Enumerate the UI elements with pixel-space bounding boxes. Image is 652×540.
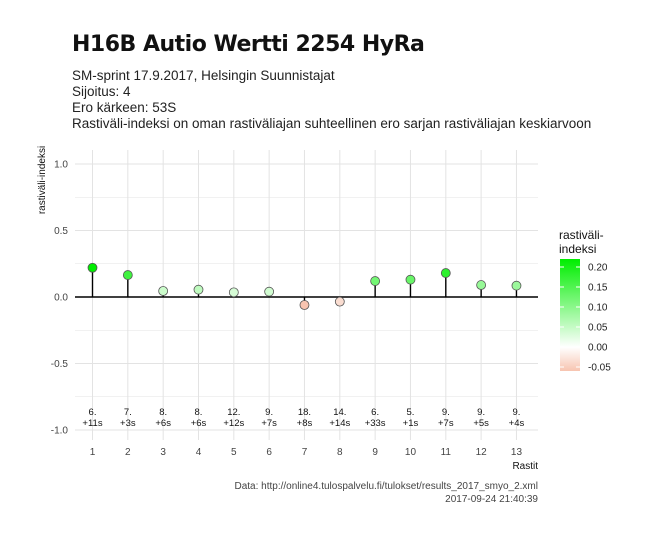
point-rasti-11 <box>440 268 451 278</box>
diff-label: +12s <box>223 418 244 429</box>
legend-tick-label: -0.05 <box>588 363 611 374</box>
rank-label: 18. <box>298 407 311 418</box>
x-tick-label: 8 <box>337 447 343 458</box>
x-tick-label: 10 <box>405 447 417 458</box>
rank-label: 9. <box>512 407 520 418</box>
chart-title: H16B Autio Wertti 2254 HyRa <box>72 32 425 57</box>
rank-label: 12. <box>227 407 240 418</box>
subtitle-placing: Sijoitus: 4 <box>72 84 131 99</box>
rank-label: 8. <box>195 407 203 418</box>
legend-tick-label: 0.20 <box>588 263 608 274</box>
x-tick-label: 4 <box>196 447 202 458</box>
point-rasti-2 <box>122 270 133 280</box>
y-axis-title: rastiväli-indeksi <box>37 146 48 214</box>
legend-tick-label: 0.15 <box>588 283 608 294</box>
x-tick-label: 2 <box>125 447 131 458</box>
rank-label: 6. <box>371 407 379 418</box>
rank-label: 9. <box>442 407 450 418</box>
rank-label: 9. <box>265 407 273 418</box>
point-rasti-12 <box>476 280 487 290</box>
rank-label: 6. <box>89 407 97 418</box>
point-rasti-9 <box>370 276 381 286</box>
subtitle-description: Rastiväli-indeksi on oman rastiväliajan … <box>72 116 592 131</box>
diff-label: +6s <box>191 418 207 429</box>
grid-lines <box>75 150 538 440</box>
diff-label: +8s <box>297 418 313 429</box>
subtitle-event: SM-sprint 17.9.2017, Helsingin Suunnista… <box>72 68 335 83</box>
rank-label: 14. <box>333 407 346 418</box>
x-tick-label: 1 <box>90 447 96 458</box>
legend-tick-label: 0.05 <box>588 323 608 334</box>
x-tick-label: 6 <box>266 447 272 458</box>
diff-label: +3s <box>120 418 136 429</box>
diff-label: +6s <box>155 418 171 429</box>
point-rasti-4 <box>193 284 204 295</box>
data-marks <box>75 262 538 310</box>
subtitle-gap: Ero kärkeen: 53S <box>72 100 177 115</box>
data-source-caption: Data: http://online4.tulospalvelu.fi/tul… <box>234 481 538 492</box>
x-tick-label: 11 <box>441 447 452 458</box>
x-tick-label: 9 <box>372 447 378 458</box>
point-rasti-8 <box>334 296 345 307</box>
y-tick-label: 1.0 <box>54 160 68 171</box>
legend-title-line-1: rastiväli- <box>559 228 604 242</box>
diff-label: +4s <box>509 418 525 429</box>
rank-label: 5. <box>407 407 415 418</box>
timestamp-caption: 2017-09-24 21:40:39 <box>445 494 538 505</box>
legend-tick-label: 0.10 <box>588 303 608 314</box>
rank-label: 8. <box>159 407 167 418</box>
point-rasti-5 <box>228 287 239 298</box>
diff-label: +7s <box>261 418 277 429</box>
y-tick-label: -1.0 <box>51 426 69 437</box>
split-labels: 6.+11s7.+3s8.+6s8.+6s12.+12s9.+7s18.+8s1… <box>82 407 524 429</box>
x-tick-label: 7 <box>302 447 308 458</box>
legend-title-line-2: indeksi <box>559 242 596 256</box>
point-rasti-3 <box>158 286 169 296</box>
x-tick-label: 5 <box>231 447 237 458</box>
diff-label: +33s <box>365 418 386 429</box>
rank-label: 7. <box>124 407 132 418</box>
x-tick-label: 12 <box>476 447 488 458</box>
point-rasti-7 <box>299 300 310 310</box>
x-axis-title: Rastit <box>512 461 538 472</box>
rank-label: 9. <box>477 407 485 418</box>
diff-label: +11s <box>82 418 102 429</box>
point-rasti-6 <box>264 286 275 297</box>
point-rasti-13 <box>511 280 522 291</box>
diff-label: +14s <box>329 418 350 429</box>
diff-label: +7s <box>438 418 454 429</box>
x-tick-label: 3 <box>160 447 166 458</box>
color-legend: rastiväli-indeksi 0.20 0.15 0.10 0.05 0.00 -0.… <box>559 228 611 374</box>
legend-colorbar <box>560 259 580 371</box>
legend-tick-label: 0.00 <box>588 343 608 354</box>
diff-label: +5s <box>473 418 489 429</box>
y-tick-label: -0.5 <box>51 359 69 370</box>
y-tick-label: 0.0 <box>54 293 68 304</box>
x-tick-label: 13 <box>511 447 523 458</box>
diff-label: +1s <box>403 418 419 429</box>
axes: -1.0-0.50.00.51.01 2 3 4 5 6 7 8 9 10 11 12 13rastiv… <box>37 146 538 472</box>
point-rasti-10 <box>405 274 416 285</box>
point-rasti-1 <box>87 262 98 273</box>
y-tick-label: 0.5 <box>54 226 68 237</box>
